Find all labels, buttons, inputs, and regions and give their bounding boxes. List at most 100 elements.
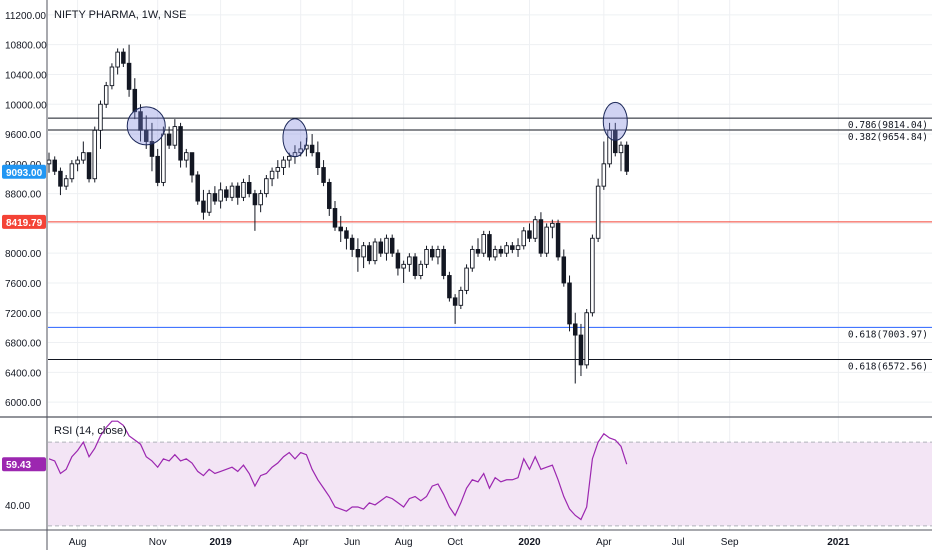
candle (578, 323, 584, 377)
candle-body (498, 249, 504, 254)
candle (510, 242, 515, 254)
candle-body (309, 144, 315, 154)
candle (584, 309, 589, 369)
candle-body (412, 256, 418, 276)
candle-body (544, 226, 549, 254)
candle-body (613, 129, 618, 154)
candle-body (418, 263, 424, 276)
candle-body (109, 66, 115, 87)
candle (172, 119, 178, 149)
candle (178, 122, 183, 168)
candle (121, 48, 126, 68)
price-tick-label: 10800.00 (5, 41, 47, 52)
candle (81, 141, 86, 164)
candle-series (46, 44, 629, 384)
candle (527, 223, 532, 243)
candle (435, 245, 441, 265)
candle-body (75, 159, 80, 165)
time-axis[interactable]: Aug Nov 2019 Apr Jun Aug Oct 2020 Apr Jul Sep 2021 (69, 537, 850, 548)
candle-body (184, 152, 189, 161)
candle (86, 152, 92, 183)
annotation-ellipse[interactable] (126, 106, 166, 146)
candle-body (367, 245, 372, 262)
time-tick-label: Jul (672, 537, 685, 548)
candle (447, 271, 452, 302)
candle-body (601, 163, 607, 187)
rsi-axis[interactable]: 40.00 (5, 501, 30, 512)
candle-body (172, 126, 178, 146)
hline-price-badge-bg (2, 214, 46, 229)
candle (424, 245, 429, 269)
price-axis[interactable]: 11200.00 10800.00 10400.00 10000.00 9600.00 9… (5, 11, 47, 409)
annotation-ellipse[interactable] (602, 101, 628, 141)
candle-body (595, 185, 601, 239)
candle (241, 178, 246, 202)
annotation-ellipses[interactable] (126, 101, 628, 158)
candle (143, 115, 149, 149)
candle-body (532, 219, 538, 239)
candle-body (475, 249, 481, 254)
candle-body (281, 159, 286, 168)
candle (344, 227, 349, 250)
candle (607, 122, 612, 168)
price-tick-label: 10000.00 (5, 100, 47, 111)
candle (601, 141, 607, 190)
candle-body (166, 133, 172, 146)
candle-body (189, 152, 195, 176)
candle (544, 223, 549, 257)
candle-body (224, 189, 229, 198)
candle (212, 186, 218, 205)
candle-body (286, 155, 292, 161)
candle-body (567, 282, 572, 325)
candle (338, 215, 343, 243)
time-tick-label: Apr (596, 537, 612, 548)
candle-body (452, 297, 458, 306)
candle (327, 178, 332, 216)
price-tick-label: 8800.00 (5, 190, 42, 201)
candle (412, 253, 418, 280)
candle (149, 122, 155, 172)
candle-body (561, 256, 567, 284)
candle (92, 126, 98, 183)
candle-body (521, 230, 527, 247)
candle-body (487, 234, 492, 258)
candle (395, 249, 401, 276)
candle-body (407, 256, 412, 265)
candle-body (195, 174, 200, 202)
candle-body (252, 193, 258, 206)
candle-body (298, 148, 303, 154)
candle (75, 156, 80, 172)
time-tick-label: Apr (293, 537, 309, 548)
fib-label: 0.786(9814.04) (848, 120, 928, 131)
candle-body (349, 237, 355, 250)
candle-body (492, 249, 498, 258)
candle (321, 160, 326, 187)
candle-body (201, 200, 206, 213)
candle (475, 238, 481, 257)
price-tick-label: 7600.00 (5, 279, 42, 290)
candle-body (355, 249, 361, 258)
candle-body (98, 103, 103, 131)
candle (464, 264, 469, 295)
candle (258, 189, 263, 213)
candle (595, 178, 601, 243)
hline-price-badge: 8419.79 (2, 214, 46, 229)
candle (315, 141, 321, 175)
candle-body (321, 167, 326, 183)
candle-body (378, 241, 384, 254)
candle-body (607, 129, 612, 165)
time-tick-label: Aug (69, 537, 87, 548)
candle (115, 48, 120, 75)
fib-label: 0.618(7003.97) (848, 329, 928, 340)
candle-body (527, 230, 532, 239)
candle (349, 234, 355, 257)
current-price-badge: 9093.00 (2, 164, 46, 179)
candle-body (149, 141, 155, 157)
candle-body (212, 193, 218, 202)
price-badges: 9093.00 8419.79 59.43 (2, 164, 46, 472)
current-price-badge-bg (2, 164, 46, 179)
price-tick-label: 6800.00 (5, 339, 42, 350)
candle (138, 104, 143, 142)
annotation-ellipse[interactable] (282, 118, 308, 158)
